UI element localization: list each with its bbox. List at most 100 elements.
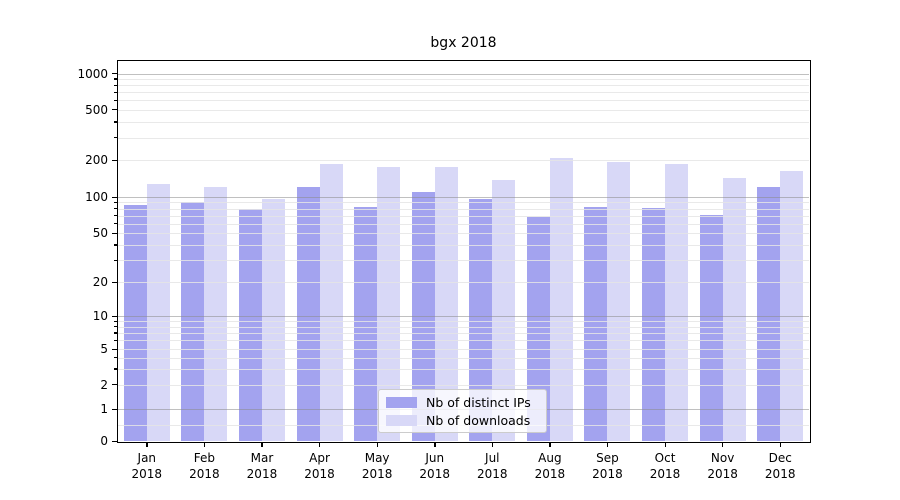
y-axis-tick-mark bbox=[111, 440, 117, 442]
gridline-minor bbox=[118, 349, 809, 350]
y-axis-tick-mark bbox=[111, 281, 117, 283]
gridline-minor bbox=[118, 340, 809, 342]
gridline-minor bbox=[118, 368, 809, 370]
x-axis-tick-label: Sep 2018 bbox=[572, 450, 642, 482]
bar-distinct-ips bbox=[584, 206, 608, 441]
y-axis-tick-label: 20 bbox=[92, 275, 108, 289]
y-axis-tick-label: 50 bbox=[92, 226, 108, 240]
y-axis-minor-tick-mark bbox=[113, 223, 117, 225]
x-axis-tick-label: Apr 2018 bbox=[285, 450, 355, 482]
y-axis-tick-label: 1000 bbox=[77, 66, 108, 81]
x-label-month: Jun bbox=[425, 451, 445, 465]
y-axis-tick-mark bbox=[111, 348, 117, 350]
bar-distinct-ips bbox=[699, 214, 723, 441]
gridline-minor bbox=[118, 233, 809, 234]
bar-downloads bbox=[204, 187, 228, 441]
x-axis-tick-mark bbox=[376, 442, 378, 447]
x-axis-tick-mark bbox=[549, 442, 551, 447]
x-label-month: Sep bbox=[596, 451, 619, 465]
legend-item-distinct-ips: Nb of distinct IPs bbox=[379, 394, 546, 411]
gridline-minor bbox=[118, 92, 809, 94]
y-axis-minor-tick-mark bbox=[113, 368, 117, 370]
gridline-major bbox=[118, 73, 809, 75]
bar-distinct-ips bbox=[123, 204, 147, 441]
gridline-minor bbox=[118, 137, 809, 139]
y-axis-tick-mark bbox=[111, 315, 117, 317]
y-axis-minor-tick-mark bbox=[113, 99, 117, 101]
gridline-minor bbox=[118, 223, 809, 225]
x-axis-tick-label: Jun 2018 bbox=[400, 450, 470, 482]
gridline-minor bbox=[118, 326, 809, 328]
x-axis-tick-mark bbox=[664, 442, 666, 447]
gridline-minor bbox=[118, 121, 809, 123]
gridline-minor bbox=[118, 321, 809, 323]
gridline-major bbox=[118, 197, 809, 198]
y-axis-tick-label: 500 bbox=[85, 102, 108, 117]
legend-swatch-downloads bbox=[386, 414, 417, 426]
x-axis-tick-label: Feb 2018 bbox=[169, 450, 239, 482]
y-axis-tick-mark bbox=[111, 109, 117, 111]
y-axis-tick-mark bbox=[111, 196, 117, 198]
x-axis-tick-mark bbox=[319, 442, 321, 447]
legend: Nb of distinct IPs Nb of downloads bbox=[378, 389, 547, 433]
bar-downloads bbox=[261, 198, 285, 441]
bar-downloads bbox=[607, 161, 631, 441]
y-axis-minor-tick-mark bbox=[113, 121, 117, 123]
x-label-month: Nov bbox=[710, 451, 735, 465]
y-axis-tick-label: 5 bbox=[100, 342, 108, 356]
y-axis-minor-tick-mark bbox=[113, 84, 117, 86]
x-axis-tick-mark bbox=[261, 442, 263, 447]
y-axis-minor-tick-mark bbox=[113, 244, 117, 246]
x-axis-tick-label: May 2018 bbox=[342, 450, 412, 482]
y-axis-tick-label: 200 bbox=[85, 153, 108, 167]
bar-distinct-ips bbox=[642, 207, 666, 441]
gridline-minor bbox=[118, 202, 809, 204]
x-axis-tick-mark bbox=[606, 442, 609, 447]
y-axis-minor-tick-mark bbox=[113, 78, 117, 80]
bar-distinct-ips bbox=[296, 186, 320, 441]
plot-area bbox=[118, 61, 809, 441]
y-axis-tick-mark bbox=[111, 384, 117, 386]
x-label-month: Apr bbox=[309, 451, 330, 465]
x-axis-tick-mark bbox=[779, 442, 781, 447]
gridline-minor bbox=[118, 160, 809, 161]
x-label-year: 2018 bbox=[246, 467, 278, 481]
y-axis-minor-tick-mark bbox=[113, 208, 117, 210]
legend-label: Nb of downloads bbox=[426, 412, 531, 428]
x-axis-tick-mark bbox=[722, 442, 724, 447]
bar-downloads bbox=[722, 177, 746, 441]
y-axis-tick-label: 0 bbox=[100, 434, 108, 448]
gridline-minor bbox=[118, 78, 809, 80]
y-axis-tick-mark bbox=[111, 232, 117, 234]
y-axis-tick-mark bbox=[111, 73, 117, 75]
bar-distinct-ips bbox=[469, 199, 493, 441]
legend-item-downloads: Nb of downloads bbox=[379, 412, 546, 429]
y-axis-minor-tick-mark bbox=[113, 357, 117, 359]
y-axis-tick-label: 2 bbox=[100, 377, 108, 392]
y-axis-tick-label: 1 bbox=[100, 402, 108, 416]
x-axis-tick-label: Aug 2018 bbox=[515, 450, 585, 482]
x-axis-tick-label: Dec 2018 bbox=[745, 450, 815, 482]
gridline-minor bbox=[118, 109, 809, 111]
x-label-year: 2018 bbox=[361, 467, 393, 481]
x-label-month: Dec bbox=[768, 451, 792, 465]
x-label-year: 2018 bbox=[707, 467, 738, 481]
x-label-year: 2018 bbox=[189, 467, 220, 481]
x-label-month: Jan bbox=[137, 451, 157, 465]
bar-downloads bbox=[319, 163, 343, 441]
gridline-minor bbox=[118, 244, 809, 246]
x-label-month: Mar bbox=[250, 451, 274, 465]
legend-swatch-distinct-ips bbox=[386, 396, 417, 408]
plot-border bbox=[116, 59, 811, 443]
y-axis-tick-mark bbox=[111, 408, 117, 410]
bar-distinct-ips bbox=[757, 186, 781, 441]
x-label-year: 2018 bbox=[764, 467, 796, 481]
x-axis-tick-mark bbox=[146, 442, 148, 447]
y-axis-minor-tick-mark bbox=[113, 320, 117, 322]
x-label-month: Feb bbox=[193, 451, 215, 465]
x-label-month: Oct bbox=[654, 451, 676, 465]
x-label-year: 2018 bbox=[592, 467, 623, 481]
y-axis-tick-label: 100 bbox=[85, 190, 108, 204]
legend-label: Nb of distinct IPs bbox=[426, 394, 531, 410]
